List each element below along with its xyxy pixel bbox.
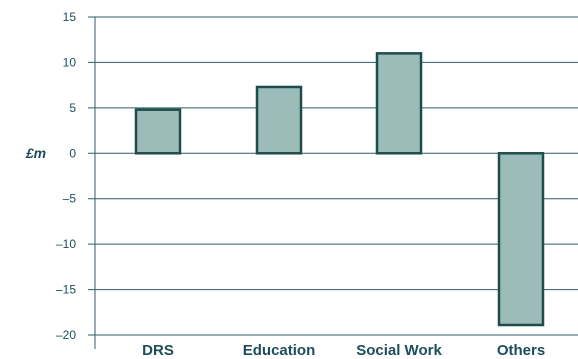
y-tick-label: –10 [56,237,76,251]
bar-drs [134,108,182,155]
bars [134,52,545,327]
category-label: Education [243,342,316,359]
y-tick-label: 15 [63,10,77,24]
y-tick-label: –20 [56,328,76,342]
category-label: DRS [142,342,174,359]
bar-others [497,152,545,327]
y-tick-labels: 15 10 5 0 –5 –10 –15 –20 [56,10,76,342]
bar-education [255,85,303,155]
y-tick-label: 0 [69,146,76,160]
category-label: Social Work [356,342,442,359]
y-tick-label: –5 [63,192,77,206]
y-axis-label: £m [25,145,46,161]
category-labels: DRS Education Social Work Others [142,342,545,359]
y-tick-label: 5 [69,101,76,115]
y-tick-label: 10 [63,55,77,69]
bar-social-work [375,52,423,155]
category-label: Others [497,342,545,359]
y-tick-label: –15 [56,283,76,297]
